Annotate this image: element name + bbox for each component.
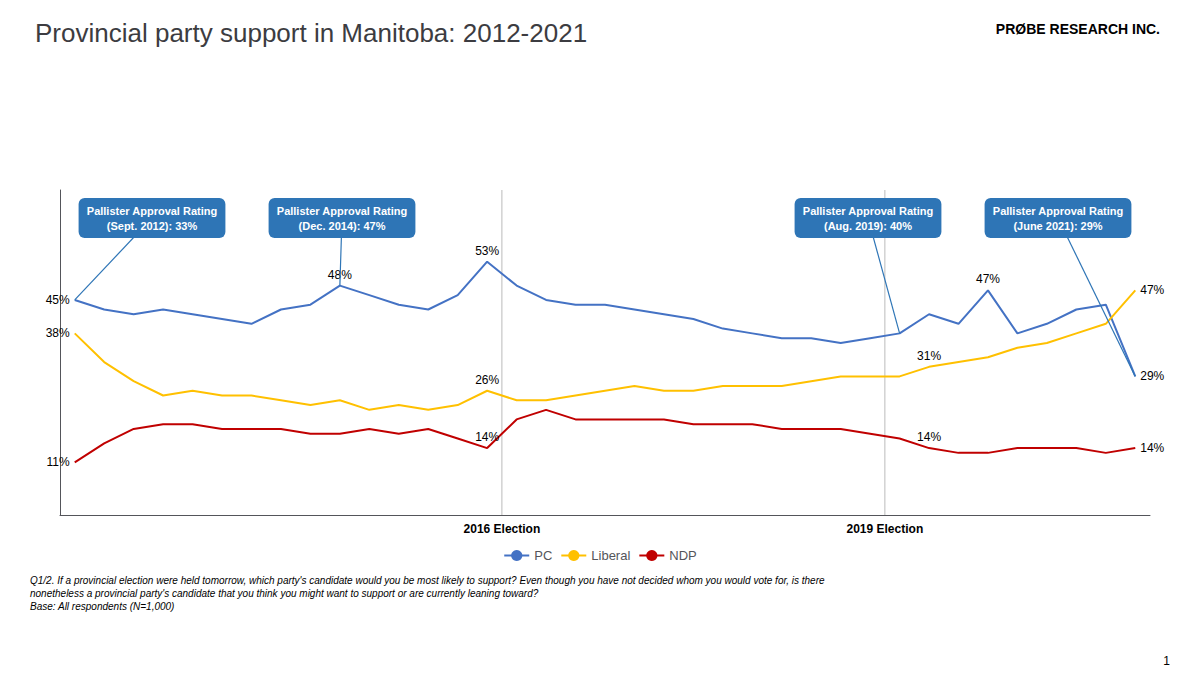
svg-text:(Sept. 2012): 33%: (Sept. 2012): 33% [107, 220, 198, 232]
svg-text:53%: 53% [475, 244, 499, 258]
svg-text:Pallister Approval Rating: Pallister Approval Rating [277, 205, 407, 217]
svg-text:48%: 48% [327, 267, 352, 282]
svg-text:14%: 14% [1140, 441, 1164, 455]
svg-text:14%: 14% [917, 430, 941, 444]
svg-text:Pallister Approval Rating: Pallister Approval Rating [803, 205, 933, 217]
svg-text:11%: 11% [47, 455, 70, 469]
svg-text:26%: 26% [475, 373, 499, 387]
svg-text:Provincial party support in Ma: Provincial party support in Manitoba: 20… [35, 18, 587, 48]
svg-text:2019 Election: 2019 Election [847, 522, 924, 536]
svg-text:(June 2021): 29%: (June 2021): 29% [1013, 220, 1102, 232]
svg-text:Pallister Approval Rating: Pallister Approval Rating [87, 205, 217, 217]
svg-text:1: 1 [1163, 654, 1170, 668]
svg-text:47%: 47% [976, 272, 1000, 286]
svg-text:Base: All respondents (N=1,000: Base: All respondents (N=1,000) [30, 601, 174, 612]
svg-text:nonetheless a provincial party: nonetheless a provincial party's candida… [30, 588, 539, 599]
svg-text:45%: 45% [46, 293, 70, 307]
svg-text:Pallister Approval Rating: Pallister Approval Rating [993, 205, 1123, 217]
svg-text:(Dec. 2014): 47%: (Dec. 2014): 47% [299, 220, 386, 232]
svg-text:14%: 14% [475, 430, 499, 444]
svg-text:2016 Election: 2016 Election [464, 522, 541, 536]
svg-text:38%: 38% [46, 326, 70, 340]
svg-text:Q1/2. If a provincial election: Q1/2. If a provincial election were held… [30, 575, 825, 586]
svg-text:NDP: NDP [669, 548, 696, 563]
svg-text:47%: 47% [1140, 283, 1164, 297]
svg-text:Liberal: Liberal [591, 548, 630, 563]
svg-text:29%: 29% [1140, 369, 1164, 383]
svg-text:PC: PC [534, 548, 552, 563]
svg-text:PRØBE RESEARCH INC.: PRØBE RESEARCH INC. [996, 21, 1160, 37]
svg-text:(Aug. 2019): 40%: (Aug. 2019): 40% [824, 220, 912, 232]
svg-text:31%: 31% [917, 349, 941, 363]
